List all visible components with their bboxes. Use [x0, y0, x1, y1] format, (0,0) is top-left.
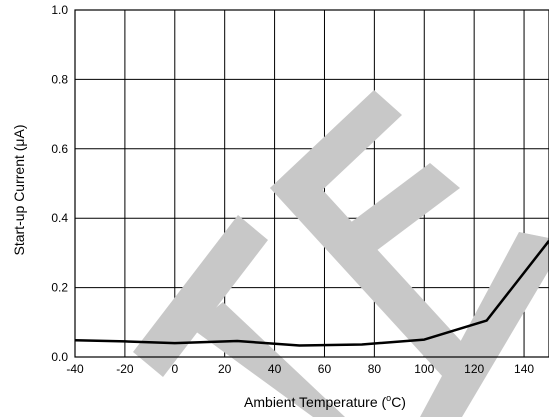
x-tick-label: -20 [116, 362, 134, 376]
x-tick-label: 100 [414, 362, 434, 376]
watermark-stroke [420, 232, 549, 417]
x-tick-label: 40 [268, 362, 282, 376]
y-tick-label: 0.2 [51, 281, 68, 295]
y-tick-labels: 0.0 0.2 0.4 0.6 0.8 1.0 [51, 3, 68, 364]
plot-frame [74, 9, 549, 358]
watermark-stroke [338, 163, 460, 257]
y-tick-label: 0.0 [51, 350, 68, 364]
watermark-stroke [270, 163, 482, 389]
x-axis-label-main: Ambient Temperature ( [244, 394, 386, 410]
series-group [74, 240, 549, 347]
watermark [133, 90, 549, 417]
series-line [74, 240, 549, 347]
watermark-stroke [191, 302, 345, 417]
y-tick-label: 0.8 [51, 72, 68, 86]
x-tick-label: 20 [218, 362, 232, 376]
watermark-stroke [133, 215, 268, 377]
x-tick-labels: -40 -20 0 20 40 60 80 100 120 140 [66, 362, 534, 376]
x-axis-label-degree: o [386, 393, 391, 403]
y-tick-label: 0.6 [51, 142, 68, 156]
x-tick-label: 120 [464, 362, 484, 376]
x-axis-label: Ambient Temperature (oC) [244, 393, 406, 410]
x-tick-label: 60 [318, 362, 332, 376]
x-axis-label-end: C) [391, 394, 406, 410]
y-tick-label: 1.0 [51, 3, 68, 17]
x-tick-label: 0 [171, 362, 178, 376]
x-tick-label: 140 [514, 362, 534, 376]
x-tick-label: 80 [368, 362, 382, 376]
y-axis-label: Start-up Current (μA) [11, 125, 27, 256]
x-tick-label: -40 [66, 362, 84, 376]
y-tick-label: 0.4 [51, 211, 68, 225]
